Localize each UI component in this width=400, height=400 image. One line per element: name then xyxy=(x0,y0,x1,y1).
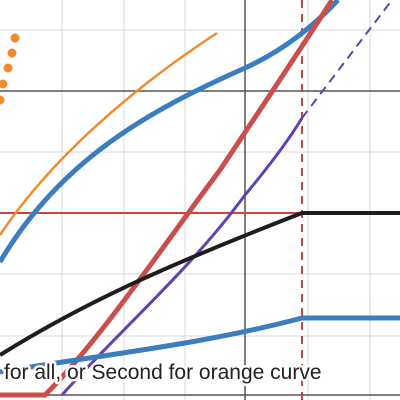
orange-points xyxy=(0,33,20,105)
black-curve xyxy=(0,211,400,357)
point xyxy=(10,33,20,43)
purple-curve xyxy=(60,117,304,396)
blue-lower-curve xyxy=(0,315,400,375)
point xyxy=(7,48,17,58)
purple-dashed-extension xyxy=(301,0,393,119)
blue-curve xyxy=(0,0,340,264)
hint-text: for all, or Second for orange curve xyxy=(4,361,322,384)
point xyxy=(3,63,13,73)
red-curve xyxy=(0,0,335,398)
point xyxy=(0,79,8,89)
point xyxy=(0,95,5,105)
orange-curve xyxy=(0,31,218,236)
